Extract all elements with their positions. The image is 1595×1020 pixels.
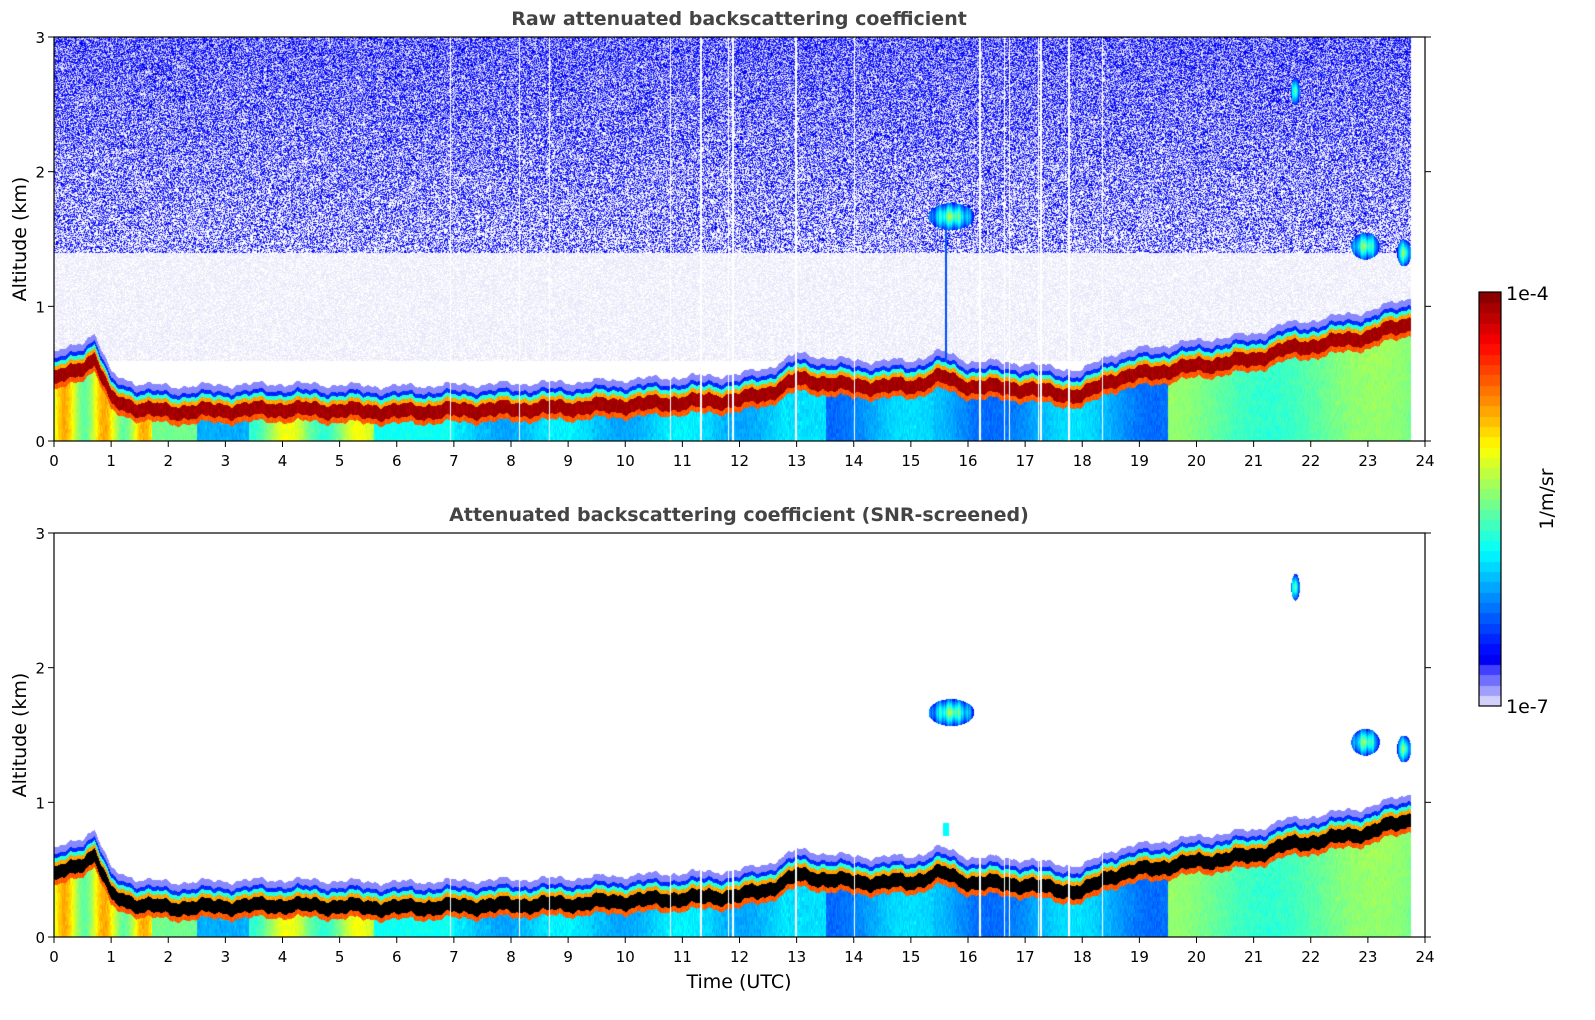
x-tick-label: 5 [335,948,345,966]
x-tick-label: 17 [1016,948,1035,966]
x-tick-label: 0 [49,948,59,966]
colorbar [1479,292,1501,706]
x-tick-label: 6 [392,452,402,470]
x-tick-label: 22 [1301,452,1320,470]
x-tick-label: 11 [673,452,692,470]
x-tick-label: 3 [221,452,231,470]
x-tick-label: 10 [616,452,635,470]
x-tick-label: 8 [506,452,516,470]
panel-2-heatmap [54,533,1425,937]
x-tick-label: 11 [673,948,692,966]
y-tick-label: 0 [35,929,45,947]
x-tick-label: 19 [1130,452,1149,470]
x-tick-label: 4 [278,948,288,966]
y-tick-label: 2 [35,164,45,182]
x-tick-label: 14 [844,452,863,470]
x-tick-label: 13 [787,948,806,966]
x-tick-label: 4 [278,452,288,470]
panel-1-title: Raw attenuated backscattering coefficien… [511,8,967,30]
x-tick-label: 13 [787,452,806,470]
x-tick-label: 15 [901,948,920,966]
y-tick-label: 3 [35,525,45,543]
x-tick-label: 1 [106,452,116,470]
panel-1-frame [53,36,1426,442]
x-tick-label: 12 [730,452,749,470]
panel-1-y-ticks: 0 1 2 3 [35,29,1431,451]
panel-2-y-ticks: 0 1 2 3 [35,525,1431,947]
x-tick-label: 5 [335,452,345,470]
x-tick-label: 17 [1016,452,1035,470]
x-tick-label: 21 [1244,452,1263,470]
x-tick-label: 21 [1244,948,1263,966]
x-tick-label: 15 [901,452,920,470]
panel-1-y-axis-label: Altitude (km) [9,177,31,302]
panel-2-y-axis-label: Altitude (km) [9,673,31,798]
y-tick-label: 3 [35,29,45,47]
panel-1-x-ticks: 0 1 2 3 4 5 6 7 8 9 10 11 12 13 14 15 16 17 18 19 20 21 22 23 24 [49,441,1435,470]
colorbar-unit-label: 1/m/sr [1536,468,1558,529]
x-tick-label: 6 [392,948,402,966]
x-tick-label: 19 [1130,948,1149,966]
panel-2-x-ticks: 0 1 2 3 4 5 6 7 8 9 10 11 12 13 14 15 16 17 18 19 20 21 22 23 24 [49,937,1435,966]
x-tick-label: 9 [563,452,573,470]
y-tick-label: 2 [35,660,45,678]
colorbar-max-label: 1e-4 [1506,283,1549,305]
x-tick-label: 12 [730,948,749,966]
x-axis-label: Time (UTC) [685,971,791,993]
x-tick-label: 7 [449,452,459,470]
x-tick-label: 10 [616,948,635,966]
panel-2-frame [53,532,1426,938]
x-tick-label: 14 [844,948,863,966]
x-tick-label: 0 [49,452,59,470]
x-tick-label: 23 [1358,452,1377,470]
y-tick-label: 1 [35,794,45,812]
colorbar-frame [1478,291,1502,707]
x-tick-label: 22 [1301,948,1320,966]
y-tick-label: 0 [35,433,45,451]
panel-2-title: Attenuated backscattering coefficient (S… [449,504,1029,526]
x-tick-label: 8 [506,948,516,966]
colorbar-min-label: 1e-7 [1506,696,1549,718]
x-tick-label: 18 [1073,948,1092,966]
x-tick-label: 1 [106,948,116,966]
x-tick-label: 24 [1415,948,1434,966]
x-tick-label: 23 [1358,948,1377,966]
x-tick-label: 3 [221,948,231,966]
panel-1-heatmap [54,37,1425,441]
x-tick-label: 7 [449,948,459,966]
y-tick-label: 1 [35,298,45,316]
x-tick-label: 9 [563,948,573,966]
x-tick-label: 2 [163,452,173,470]
x-tick-label: 20 [1187,452,1206,470]
x-tick-label: 18 [1073,452,1092,470]
x-tick-label: 16 [958,452,977,470]
x-tick-label: 2 [163,948,173,966]
x-tick-label: 16 [958,948,977,966]
x-tick-label: 20 [1187,948,1206,966]
x-tick-label: 24 [1415,452,1434,470]
